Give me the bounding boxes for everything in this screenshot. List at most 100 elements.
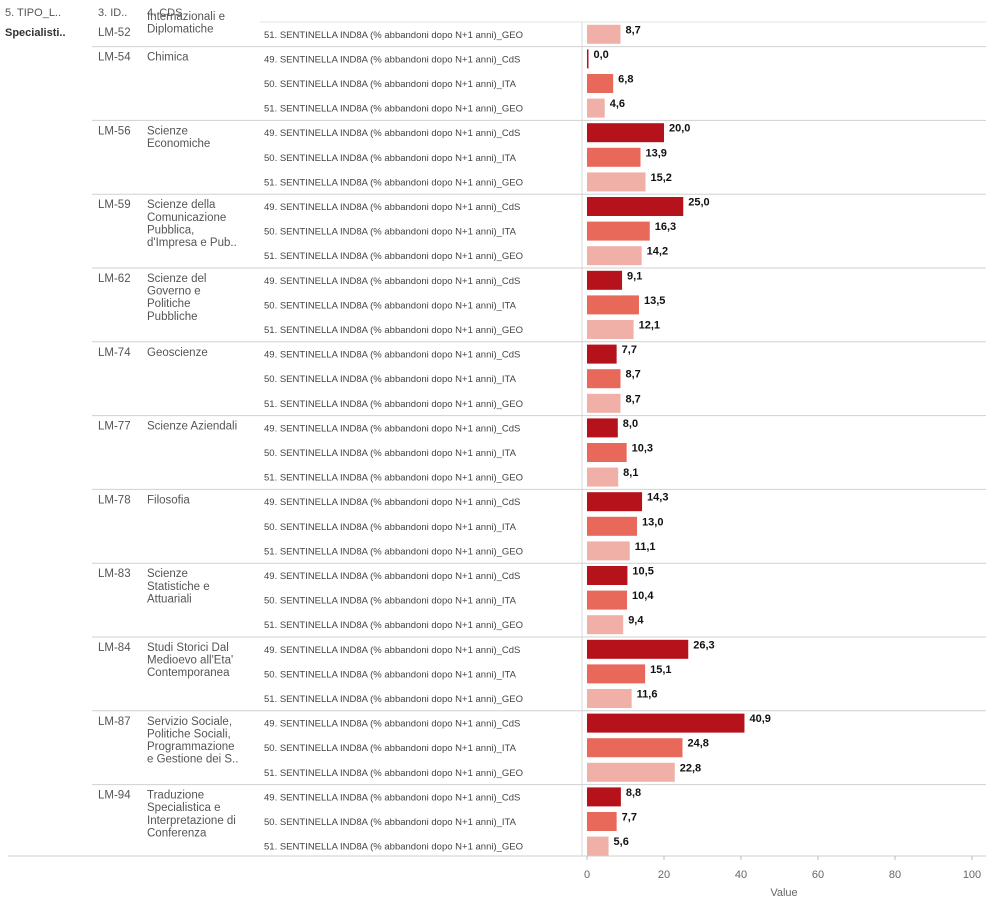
group-name-line: Politiche Sociali, [147,728,231,740]
bar-ita[interactable] [587,369,621,389]
group-name-line: Programmazione [147,741,235,753]
bar-cds[interactable] [587,49,589,69]
bar-ita[interactable] [587,147,641,167]
bar-geo[interactable] [587,689,632,708]
group-name-line: Economiche [147,138,210,150]
bar-cds[interactable] [587,344,617,364]
bar-value-label: 12,1 [639,320,660,332]
measure-label: 49. SENTINELLA IND8A (% abbandoni dopo N… [264,423,520,434]
group-id: LM-94 [98,790,131,802]
x-axis-label: Value [770,887,797,899]
group-name-line: Scienze [147,568,188,580]
bar-ita[interactable] [587,74,614,93]
bar-cds[interactable] [587,418,618,438]
group-id: LM-77 [98,421,131,433]
column-header-cds: 4. CDS [147,7,182,19]
group-name-line: Internazionali e [147,11,225,23]
bar-geo[interactable] [587,615,624,635]
measure-label: 50. SENTINELLA IND8A (% abbandoni dopo N… [264,448,517,459]
bar-geo[interactable] [587,541,630,561]
bar-cds[interactable] [587,787,621,807]
group-id: LM-59 [98,199,131,211]
x-tick-label: 100 [963,869,981,881]
bar-cds[interactable] [587,492,643,512]
measure-label: 51. SENTINELLA IND8A (% abbandoni dopo N… [264,546,523,557]
bar-value-label: 26,3 [693,639,714,651]
bar-cds[interactable] [587,197,684,216]
measure-label: 50. SENTINELLA IND8A (% abbandoni dopo N… [264,300,517,311]
bar-ita[interactable] [587,664,646,684]
measure-label: 50. SENTINELLA IND8A (% abbandoni dopo N… [264,743,517,754]
x-tick-label: 80 [889,869,901,881]
x-tick-label: 20 [658,869,670,881]
bar-geo[interactable] [587,246,642,266]
group-id: LM-87 [98,716,131,728]
group-name-line: Medioevo all'Eta' [147,655,233,667]
measure-label: 49. SENTINELLA IND8A (% abbandoni dopo N… [264,54,520,65]
bar-ita[interactable] [587,443,627,462]
bar-value-label: 4,6 [610,98,625,110]
bar-geo[interactable] [587,836,609,856]
measure-label: 51. SENTINELLA IND8A (% abbandoni dopo N… [264,842,523,853]
group-name-line: Scienze della [147,199,216,211]
measure-label: 51. SENTINELLA IND8A (% abbandoni dopo N… [264,694,523,705]
bar-ita[interactable] [587,590,628,610]
bar-geo[interactable] [587,467,619,487]
tipo-value: Specialisti.. [5,27,66,39]
group-name-line: Filosofia [147,494,190,506]
measure-label: 51. SENTINELLA IND8A (% abbandoni dopo N… [264,399,523,410]
measure-label: 51. SENTINELLA IND8A (% abbandoni dopo N… [264,620,523,631]
chart-grid [8,21,986,857]
group-name-line: Politiche [147,298,190,310]
bar-geo[interactable] [587,320,634,339]
measure-label: 50. SENTINELLA IND8A (% abbandoni dopo N… [264,374,517,385]
bar-value-label: 6,8 [618,74,633,86]
measure-label: 51. SENTINELLA IND8A (% abbandoni dopo N… [264,104,523,115]
column-header-id: 3. ID.. [98,7,127,19]
measure-label: 50. SENTINELLA IND8A (% abbandoni dopo N… [264,79,517,90]
measure-label: 49. SENTINELLA IND8A (% abbandoni dopo N… [264,719,520,730]
group-name-line: d'Impresa e Pub.. [147,237,237,249]
group-id: LM-84 [98,642,131,654]
group-id: LM-52 [98,27,131,39]
bar-ita[interactable] [587,738,683,758]
measure-label: 51. SENTINELLA IND8A (% abbandoni dopo N… [264,177,523,188]
measure-label: 50. SENTINELLA IND8A (% abbandoni dopo N… [264,522,517,533]
measure-label: 51. SENTINELLA IND8A (% abbandoni dopo N… [264,325,523,336]
group-id: LM-56 [98,125,131,137]
bar-ita[interactable] [587,516,638,536]
bar-value-label: 8,0 [623,418,638,430]
bar-ita[interactable] [587,812,617,831]
bar-geo[interactable] [587,393,621,413]
bar-cds[interactable] [587,639,689,659]
bar-value-label: 22,8 [680,762,701,774]
bar-geo[interactable] [587,762,675,782]
measure-label: 51. SENTINELLA IND8A (% abbandoni dopo N… [264,768,523,779]
bar-value-label: 14,2 [647,246,668,258]
bar-geo[interactable] [587,24,621,44]
x-tick-label: 0 [584,869,590,881]
bar-value-label: 8,8 [626,787,641,799]
measure-label: 51. SENTINELLA IND8A (% abbandoni dopo N… [264,251,523,262]
group-name-line: Studi Storici Dal [147,642,229,654]
x-tick-label: 60 [812,869,824,881]
bar-value-label: 10,5 [632,566,653,578]
bar-value-label: 13,0 [642,516,663,528]
bar-cds[interactable] [587,713,745,733]
measure-label: 51. SENTINELLA IND8A (% abbandoni dopo N… [264,30,523,41]
bar-value-label: 11,6 [637,689,658,701]
bar-ita[interactable] [587,295,639,315]
group-name-line: Attuariali [147,593,192,605]
bar-cds[interactable] [587,270,623,290]
measure-label: 51. SENTINELLA IND8A (% abbandoni dopo N… [264,473,523,484]
bar-cds[interactable] [587,566,628,585]
bar-ita[interactable] [587,221,650,241]
measure-label: 49. SENTINELLA IND8A (% abbandoni dopo N… [264,792,520,803]
bar-value-label: 9,1 [627,270,642,282]
bar-geo[interactable] [587,98,605,118]
group-name-line: Specialistica e [147,802,221,814]
bar-cds[interactable] [587,123,664,143]
bar-geo[interactable] [587,172,646,192]
group-id: LM-74 [98,347,131,359]
bar-value-label: 0,0 [594,49,609,61]
